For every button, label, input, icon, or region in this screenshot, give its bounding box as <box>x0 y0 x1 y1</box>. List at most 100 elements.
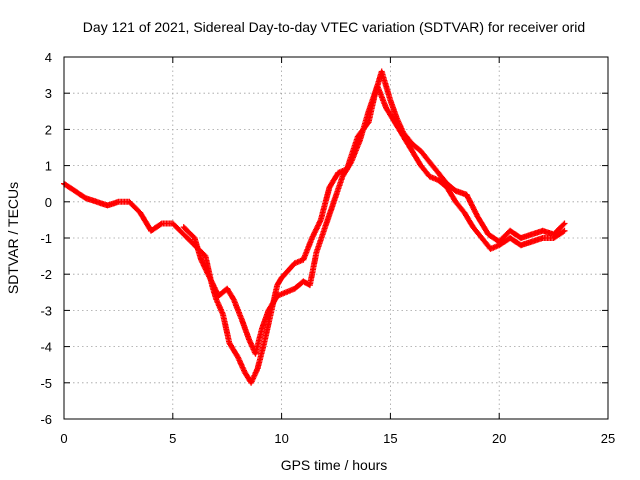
data-point <box>328 186 331 189</box>
series-markers <box>180 83 568 357</box>
data-point <box>250 381 253 384</box>
data-point <box>428 175 431 178</box>
data-point <box>332 200 335 203</box>
data-point <box>161 222 163 225</box>
data-point <box>476 215 479 218</box>
x-tick-label: 15 <box>383 431 397 446</box>
data-point <box>315 251 318 254</box>
data-point <box>411 150 414 153</box>
data-point <box>341 175 344 178</box>
data-point <box>221 313 224 315</box>
data-point <box>385 106 387 109</box>
data-point <box>498 244 501 247</box>
data-point <box>308 284 311 286</box>
data-point <box>217 295 220 297</box>
data-point <box>256 367 259 370</box>
data-point <box>171 222 174 225</box>
y-tick-label: 4 <box>45 50 52 65</box>
y-tick-label: -4 <box>40 340 52 355</box>
data-point <box>226 287 229 290</box>
y-tick-label: -3 <box>40 303 52 318</box>
data-point <box>182 226 185 229</box>
data-point <box>337 171 340 174</box>
data-point <box>552 233 555 236</box>
data-point <box>241 320 244 323</box>
data-point <box>520 237 522 239</box>
data-point <box>396 117 398 120</box>
data-point <box>465 193 468 196</box>
data-point <box>293 262 296 265</box>
data-point <box>232 298 235 301</box>
y-tick-label: 1 <box>45 159 52 174</box>
data-point <box>520 244 522 247</box>
series-SDTVAR-branch <box>180 83 568 357</box>
data-point <box>487 233 490 236</box>
x-axis-label: GPS time / hours <box>281 457 388 473</box>
data-point <box>530 240 533 243</box>
data-point <box>359 139 361 142</box>
y-tick-label: -5 <box>40 376 52 391</box>
data-point <box>302 258 305 261</box>
data-point <box>285 291 287 294</box>
data-point <box>215 298 218 301</box>
data-point <box>437 179 440 181</box>
grid <box>64 57 608 419</box>
y-axis-label: SDTVAR / TECUs <box>5 182 21 294</box>
data-point <box>393 121 396 124</box>
data-point <box>402 135 405 138</box>
data-point <box>263 342 266 344</box>
data-point <box>350 161 353 163</box>
data-point <box>367 110 370 113</box>
data-point <box>563 229 566 232</box>
data-point <box>530 233 533 236</box>
data-point <box>428 161 431 163</box>
data-point <box>389 99 392 102</box>
data-point <box>287 269 290 272</box>
data-point <box>311 237 313 239</box>
data-point <box>150 229 152 232</box>
x-tick-label: 10 <box>274 431 288 446</box>
y-tick-label: -1 <box>40 231 52 246</box>
data-point <box>208 276 211 279</box>
data-point <box>248 338 250 341</box>
data-point <box>563 222 566 225</box>
data-point <box>237 356 239 359</box>
data-point <box>541 237 544 239</box>
data-point <box>139 211 142 214</box>
x-tick-label: 20 <box>492 431 506 446</box>
data-point <box>200 258 202 261</box>
data-point <box>182 233 185 236</box>
series-SDTVAR <box>61 68 568 386</box>
data-point <box>454 200 457 203</box>
data-point <box>302 280 305 283</box>
y-tick-label: 2 <box>45 122 52 137</box>
data-point <box>261 327 263 330</box>
y-tick-label: -6 <box>40 412 52 427</box>
data-point <box>498 240 501 243</box>
x-tick-label: 0 <box>60 431 67 446</box>
data-point <box>319 219 322 221</box>
data-point <box>267 309 270 312</box>
y-tick-label: 3 <box>45 86 52 101</box>
x-tick-label: 25 <box>601 431 615 446</box>
data-point <box>243 371 246 373</box>
data-point <box>376 85 379 87</box>
data-point <box>84 197 87 200</box>
y-tick-label: -2 <box>40 267 52 282</box>
data-point <box>454 190 457 192</box>
data-point <box>128 200 131 203</box>
data-point <box>280 276 283 279</box>
data-point <box>204 255 207 257</box>
data-point <box>254 352 257 355</box>
data-point <box>472 226 474 229</box>
data-point <box>446 186 448 189</box>
data-point <box>380 70 383 73</box>
series-layer <box>61 68 568 386</box>
data-point <box>193 237 196 239</box>
data-point <box>228 342 231 344</box>
data-point <box>324 226 327 229</box>
data-point <box>276 295 279 297</box>
data-point <box>95 200 98 203</box>
y-tick-label: 0 <box>45 195 52 210</box>
